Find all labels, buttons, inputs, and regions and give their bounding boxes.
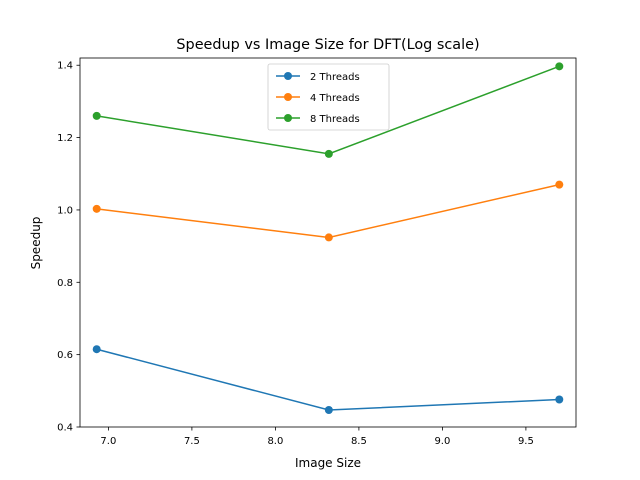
series-line-2: [96, 183, 560, 239]
y-tick-label: 0.8: [57, 278, 73, 289]
y-axis-label: Speedup: [29, 217, 43, 270]
x-axis-label: Image Size: [295, 456, 361, 470]
data-point: [92, 345, 101, 354]
x-tick-label: 8.0: [267, 436, 283, 447]
data-point: [555, 180, 564, 189]
chart-title: Speedup vs Image Size for DFT(Log scale): [176, 37, 479, 53]
x-tick-label: 9.0: [434, 436, 450, 447]
legend: 2 Threads 4 Threads 8 Threads: [267, 63, 390, 131]
y-tick-label: 0.4: [57, 423, 73, 434]
data-point: [324, 405, 333, 414]
legend-label: 4 Threads: [310, 93, 360, 104]
data-point: [555, 62, 564, 71]
y-tick-label: 1.4: [57, 61, 73, 72]
legend-marker: [284, 114, 292, 122]
legend-marker: [284, 93, 292, 101]
legend-frame: [267, 63, 390, 131]
data-point: [324, 233, 333, 242]
data-point: [324, 149, 333, 158]
data-point: [92, 111, 101, 120]
y-tick-label: 1.0: [57, 205, 73, 216]
axes-frame: [79, 57, 577, 428]
data-point: [92, 204, 101, 213]
y-tick-label: 0.6: [57, 350, 73, 361]
series-line-1: [96, 348, 560, 411]
data-point: [555, 395, 564, 404]
legend-label: 8 Threads: [310, 114, 360, 125]
x-tick-label: 8.5: [351, 436, 367, 447]
legend-label: 2 Threads: [310, 72, 360, 83]
plot-area: 7.0 7.5 8.0 8.5 9.0 9.5 0.4 0.6 0.8 1.0 1.2 1.4: [57, 57, 577, 447]
x-tick-label: 7.0: [100, 436, 116, 447]
legend-marker: [284, 72, 292, 80]
x-tick-label: 9.5: [518, 436, 534, 447]
x-tick-label: 7.5: [184, 436, 200, 447]
y-tick-label: 1.2: [57, 133, 73, 144]
